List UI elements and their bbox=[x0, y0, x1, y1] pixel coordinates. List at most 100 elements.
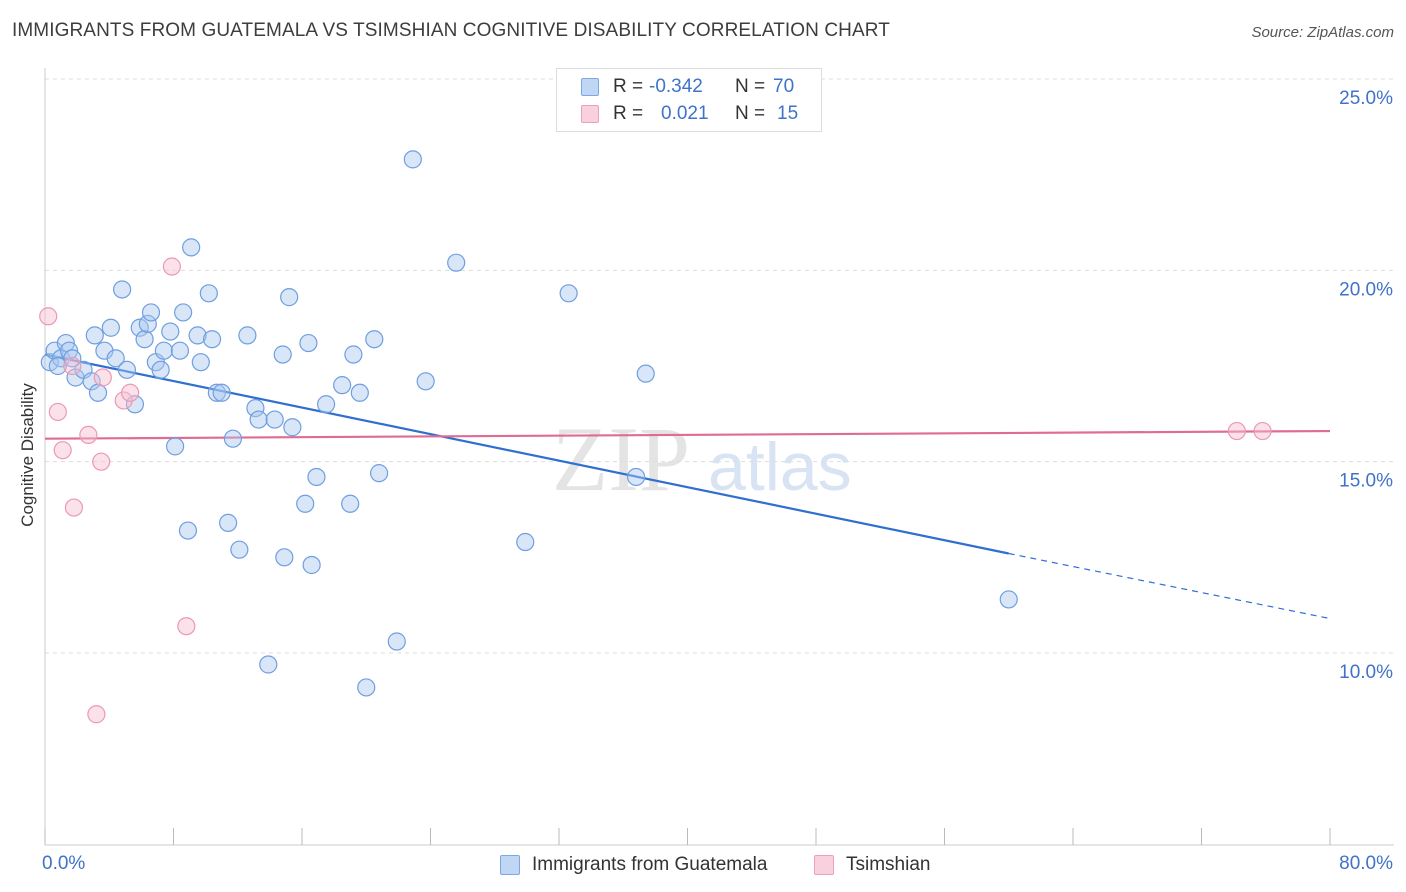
point-guatemala bbox=[302, 555, 321, 575]
point-guatemala bbox=[559, 284, 578, 303]
point-guatemala bbox=[357, 678, 376, 697]
point-guatemala bbox=[202, 330, 222, 349]
legend-label-guatemala: Immigrants from Guatemala bbox=[532, 854, 768, 875]
legend-swatch-guatemala bbox=[500, 855, 520, 875]
n-label: N = bbox=[735, 76, 766, 97]
point-guatemala bbox=[138, 314, 157, 334]
point-tsimshian bbox=[92, 452, 111, 471]
x-tick-label: 80.0% bbox=[1339, 853, 1393, 874]
r-value: -0.342 bbox=[649, 76, 703, 97]
point-guatemala bbox=[112, 280, 132, 299]
point-guatemala bbox=[151, 360, 170, 379]
y-tick-label: 20.0% bbox=[1339, 279, 1393, 300]
point-guatemala bbox=[48, 356, 67, 376]
point-tsimshian bbox=[93, 368, 112, 387]
point-guatemala bbox=[416, 372, 435, 391]
legend-item-tsimshian: Tsimshian bbox=[814, 852, 930, 878]
point-guatemala bbox=[141, 303, 161, 322]
point-tsimshian bbox=[177, 617, 196, 636]
point-guatemala bbox=[636, 364, 655, 383]
trend-line-tsimshian bbox=[44, 429, 1331, 440]
point-guatemala bbox=[230, 540, 249, 559]
point-tsimshian bbox=[162, 257, 181, 276]
point-guatemala bbox=[178, 521, 198, 540]
point-guatemala bbox=[223, 429, 243, 448]
point-tsimshian bbox=[53, 441, 72, 460]
point-guatemala bbox=[333, 376, 352, 395]
legend-swatch-tsimshian bbox=[814, 855, 834, 875]
point-guatemala bbox=[191, 353, 210, 372]
point-guatemala bbox=[154, 341, 173, 360]
tick-labels: 25.0% 20.0% 15.0% 10.0% 0.0% 80.0% bbox=[42, 88, 1393, 874]
point-guatemala bbox=[207, 383, 226, 402]
r-label: R = bbox=[613, 76, 644, 97]
point-guatemala bbox=[516, 532, 535, 552]
point-guatemala bbox=[212, 383, 231, 402]
source-label: Source: ZipAtlas.com bbox=[1251, 24, 1394, 41]
trend-lines bbox=[44, 353, 1331, 620]
point-guatemala bbox=[82, 372, 101, 391]
point-guatemala bbox=[238, 326, 257, 345]
point-guatemala bbox=[101, 318, 120, 337]
guatemala-swatch bbox=[581, 78, 599, 96]
r-label: R = bbox=[613, 103, 644, 124]
point-guatemala bbox=[265, 410, 284, 429]
n-value: 70 bbox=[773, 76, 795, 97]
trend-line-guatemala-extrapolated bbox=[1008, 552, 1331, 620]
point-guatemala bbox=[447, 253, 466, 272]
point-tsimshian bbox=[64, 498, 84, 517]
point-guatemala bbox=[350, 383, 369, 402]
point-guatemala bbox=[117, 360, 137, 379]
point-guatemala bbox=[341, 494, 360, 513]
legend-item-guatemala: Immigrants from Guatemala bbox=[500, 852, 767, 878]
point-guatemala bbox=[106, 349, 125, 368]
point-guatemala bbox=[365, 330, 384, 349]
point-tsimshian bbox=[63, 356, 82, 376]
point-tsimshian bbox=[1227, 421, 1246, 441]
point-guatemala bbox=[999, 590, 1018, 609]
gridlines bbox=[45, 78, 1394, 654]
point-guatemala bbox=[166, 437, 185, 456]
watermark-atlas: atlas bbox=[708, 429, 852, 505]
axes bbox=[44, 68, 1394, 846]
n-label: N = bbox=[735, 103, 766, 124]
legend: Immigrants from Guatemala Tsimshian bbox=[0, 852, 1406, 878]
correlation-stats-box: R = -0.342 N = 70 R = 0.021 N = 15 bbox=[556, 68, 822, 132]
point-guatemala bbox=[182, 238, 201, 257]
point-guatemala bbox=[307, 467, 326, 487]
point-guatemala bbox=[174, 303, 193, 322]
point-guatemala bbox=[249, 410, 268, 429]
point-guatemala bbox=[280, 288, 299, 307]
point-guatemala bbox=[299, 333, 318, 353]
y-tick-label: 15.0% bbox=[1339, 471, 1393, 492]
legend-label-tsimshian: Tsimshian bbox=[846, 854, 931, 875]
point-tsimshian bbox=[121, 383, 140, 402]
point-guatemala bbox=[161, 322, 180, 341]
point-guatemala bbox=[188, 326, 207, 345]
chart-title: IMMIGRANTS FROM GUATEMALA VS TSIMSHIAN C… bbox=[12, 20, 890, 41]
point-tsimshian bbox=[48, 402, 67, 422]
point-guatemala bbox=[626, 467, 646, 487]
point-tsimshian bbox=[79, 425, 98, 444]
point-tsimshian bbox=[1253, 421, 1272, 441]
point-guatemala bbox=[85, 326, 104, 345]
point-guatemala bbox=[259, 655, 278, 674]
point-guatemala bbox=[135, 330, 154, 349]
point-tsimshian bbox=[87, 705, 106, 724]
y-tick-label: 25.0% bbox=[1339, 88, 1393, 109]
point-guatemala bbox=[219, 513, 238, 532]
point-guatemala bbox=[246, 398, 265, 418]
r-value: 0.021 bbox=[661, 103, 709, 124]
point-guatemala bbox=[296, 494, 315, 513]
point-tsimshian bbox=[39, 307, 58, 326]
point-guatemala bbox=[283, 418, 302, 437]
point-guatemala bbox=[387, 632, 406, 651]
point-guatemala bbox=[344, 345, 363, 364]
point-guatemala bbox=[88, 383, 108, 402]
point-guatemala bbox=[403, 150, 422, 169]
point-guatemala bbox=[370, 464, 389, 483]
point-guatemala bbox=[273, 345, 292, 364]
data-points bbox=[39, 150, 1272, 724]
point-guatemala bbox=[275, 548, 294, 567]
